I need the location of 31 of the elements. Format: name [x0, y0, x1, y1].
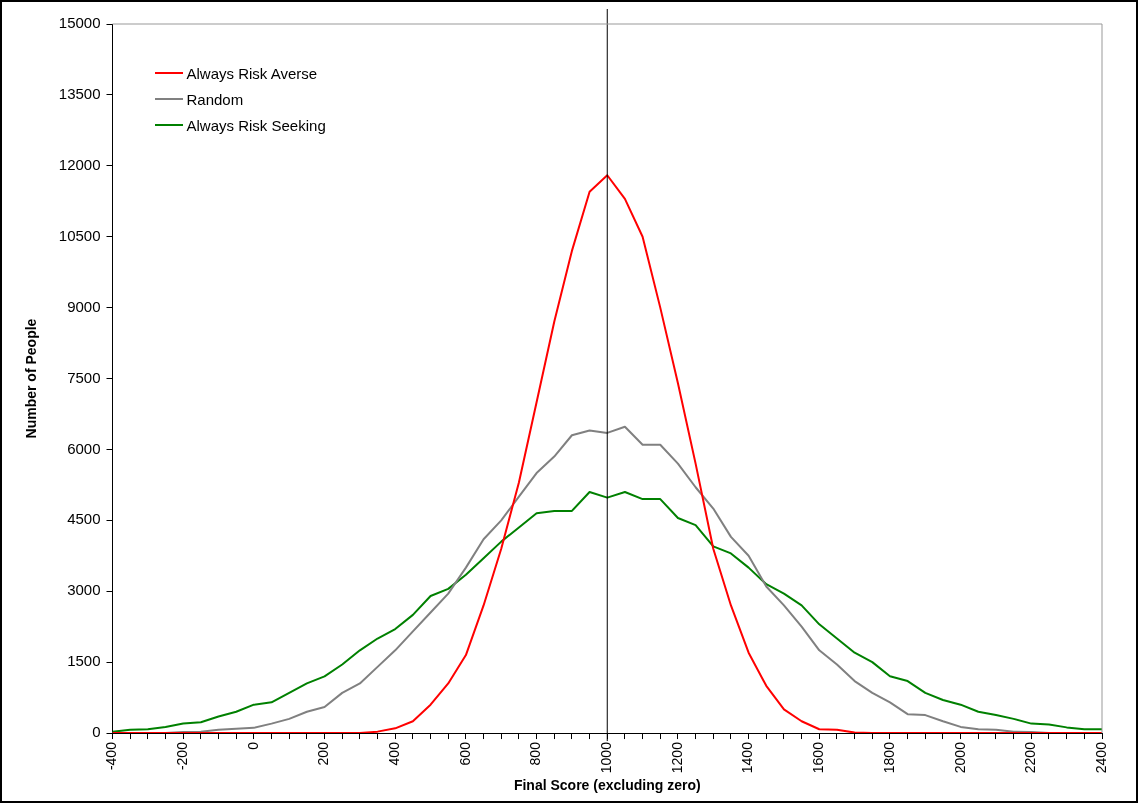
y-tick-label: 13500	[58, 85, 101, 103]
y-tick-label: 15000	[58, 14, 101, 32]
x-tick-label: 0	[244, 741, 261, 750]
x-tick-label: 2000	[951, 741, 968, 774]
x-tick-label: 1000	[598, 741, 615, 774]
y-tick-label: 7500	[67, 368, 101, 386]
x-tick-label: 200	[315, 741, 332, 766]
x-tick-label: 1400	[739, 741, 756, 774]
x-tick-label: 600	[456, 741, 473, 766]
y-tick-label: 0	[92, 723, 101, 741]
y-tick-label: 12000	[58, 155, 101, 173]
x-tick-label: 2200	[1022, 741, 1039, 774]
x-tick-label: 1200	[668, 741, 685, 774]
y-tick-label: 9000	[67, 297, 101, 315]
y-tick-label: 10500	[58, 226, 101, 244]
legend-label: Always Risk Seeking	[186, 116, 326, 134]
x-tick-label: 800	[527, 741, 544, 766]
x-tick-label: 1600	[810, 741, 827, 774]
legend-label: Always Risk Averse	[186, 64, 318, 82]
x-tick-label: -200	[174, 741, 191, 771]
y-tick-label: 6000	[67, 439, 101, 457]
x-tick-label: -400	[103, 741, 120, 771]
y-axis-title: Number of People	[23, 318, 40, 439]
y-tick-label: 4500	[67, 510, 101, 528]
x-tick-label: 400	[386, 741, 403, 766]
x-tick-label: 2400	[1092, 741, 1109, 774]
x-axis-title: Final Score (excluding zero)	[513, 777, 701, 794]
legend-label: Random	[186, 90, 244, 108]
y-tick-label: 1500	[67, 652, 101, 670]
x-tick-label: 1800	[880, 741, 897, 774]
y-tick-label: 3000	[67, 581, 101, 599]
